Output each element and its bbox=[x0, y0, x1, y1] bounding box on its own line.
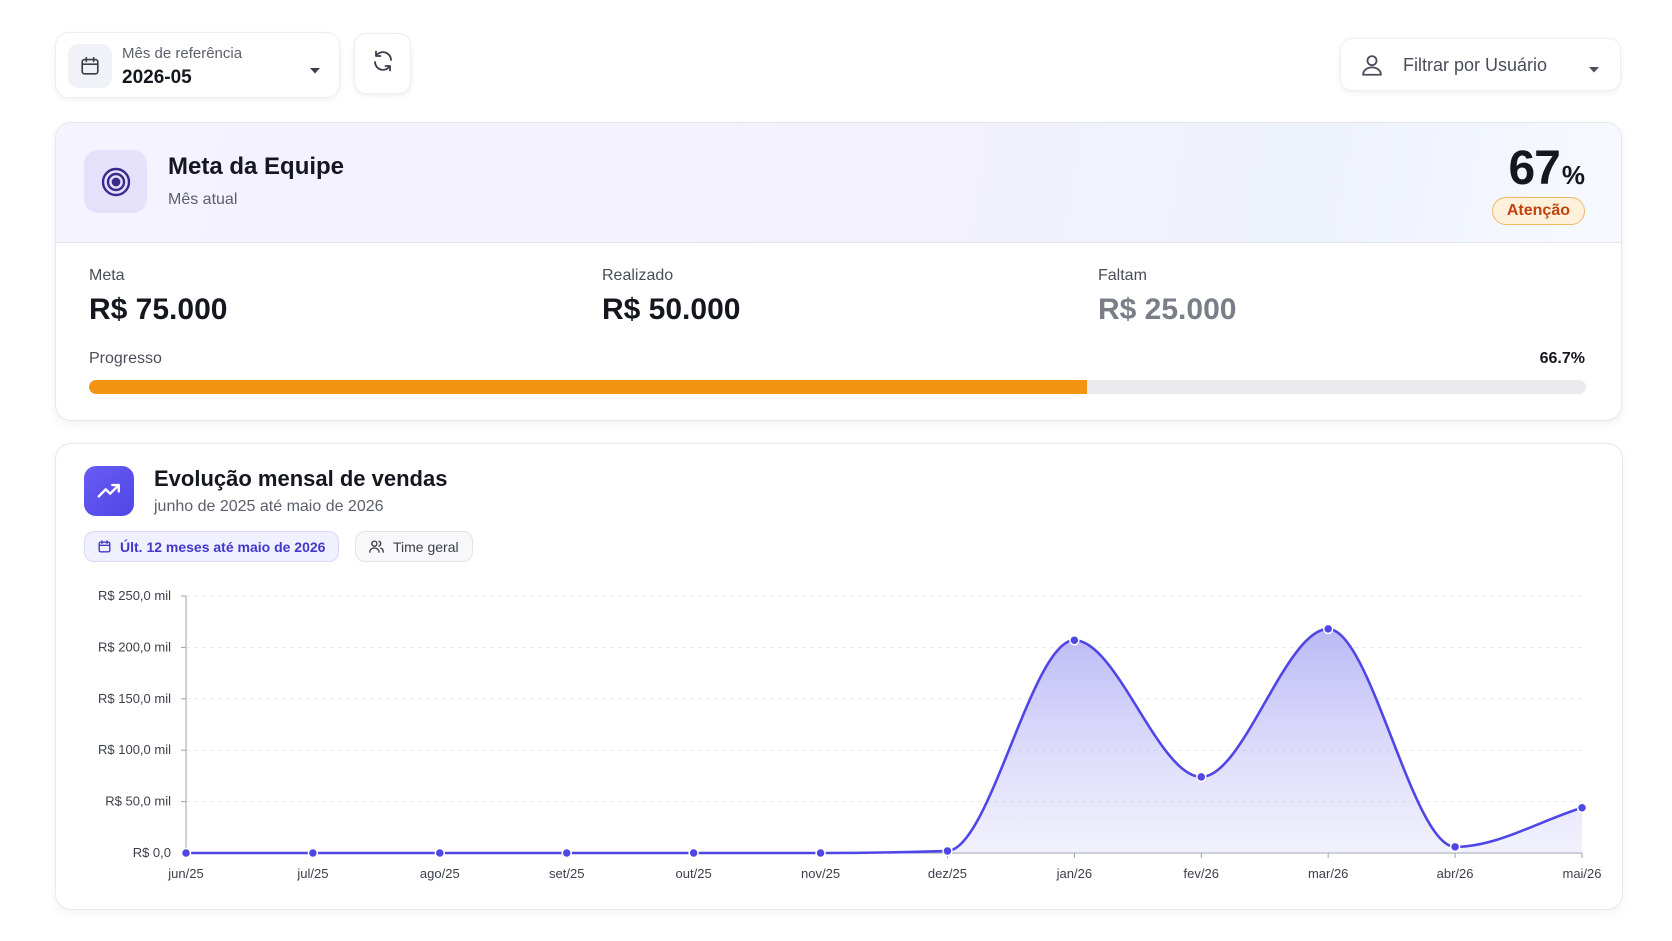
x-tick-label: ago/25 bbox=[420, 866, 460, 881]
data-point bbox=[1196, 771, 1207, 783]
stat-remaining-label: Faltam bbox=[1098, 267, 1147, 284]
stat-remaining-value: R$ 25.000 bbox=[1098, 293, 1237, 326]
calendar-icon bbox=[68, 44, 112, 88]
stat-goal-label: Meta bbox=[89, 267, 125, 284]
team-filter-chip[interactable]: Time geral bbox=[355, 531, 473, 562]
data-point bbox=[1322, 623, 1334, 635]
data-point bbox=[1069, 634, 1080, 646]
stat-goal-value: R$ 75.000 bbox=[89, 293, 228, 326]
x-tick-label: dez/25 bbox=[928, 866, 967, 881]
sales-area-chart: R$ 0,0 R$ 50,0 mil R$ 100,0 mil R$ 150,0 mi… bbox=[98, 588, 1602, 881]
goal-card-header: Meta da Equipe Mês atual 67% Atenção bbox=[56, 123, 1621, 243]
x-tick-label: mai/26 bbox=[1562, 866, 1601, 881]
x-tick-label: out/25 bbox=[676, 866, 712, 881]
chevron-down-icon bbox=[309, 62, 321, 80]
data-point bbox=[561, 847, 572, 859]
x-tick-label: jan/26 bbox=[1056, 866, 1092, 881]
period-chip-label: Últ. 12 meses até maio de 2026 bbox=[120, 538, 326, 555]
x-tick-label: mar/26 bbox=[1308, 866, 1348, 881]
y-tick-label: R$ 150,0 mil bbox=[98, 691, 171, 706]
stat-achieved-value: R$ 50.000 bbox=[602, 293, 741, 326]
goal-title: Meta da Equipe bbox=[168, 153, 345, 180]
y-tick-label: R$ 100,0 mil bbox=[98, 742, 171, 757]
sales-area-fill bbox=[186, 628, 1582, 853]
refresh-button[interactable] bbox=[354, 33, 411, 94]
period-filter-chip[interactable]: Últ. 12 meses até maio de 2026 bbox=[84, 531, 340, 562]
calendar-icon bbox=[97, 539, 112, 554]
y-tick-label: R$ 250,0 mil bbox=[98, 588, 171, 603]
progress-bar-fill bbox=[89, 380, 1088, 394]
x-tick-label: abr/26 bbox=[1437, 866, 1474, 881]
goal-subtitle: Mês atual bbox=[168, 191, 238, 208]
user-filter-label: Filtrar por Usuário bbox=[1403, 55, 1548, 75]
refresh-icon bbox=[371, 49, 395, 78]
chart-title: Evolução mensal de vendas bbox=[154, 466, 448, 491]
progress-label: Progresso bbox=[89, 350, 162, 367]
sales-evolution-card: Evolução mensal de vendas junho de 2025 … bbox=[55, 443, 1623, 910]
chevron-down-icon bbox=[1588, 61, 1600, 79]
users-icon bbox=[368, 538, 385, 555]
data-point bbox=[815, 847, 826, 859]
y-tick-label: R$ 50,0 mil bbox=[105, 794, 171, 809]
team-goal-card: Meta da Equipe Mês atual 67% Atenção Met… bbox=[55, 122, 1622, 421]
stat-achieved-label: Realizado bbox=[602, 267, 674, 284]
data-point bbox=[307, 847, 319, 859]
y-tick-label: R$ 200,0 mil bbox=[98, 639, 171, 654]
month-picker-value: 2026-05 bbox=[122, 67, 192, 88]
x-tick-label: fev/26 bbox=[1184, 866, 1219, 881]
goal-percent-value: 67 bbox=[1508, 142, 1560, 195]
month-picker-label: Mês de referência bbox=[122, 45, 243, 62]
data-point bbox=[1576, 802, 1588, 814]
target-icon bbox=[84, 150, 147, 213]
month-picker[interactable]: Mês de referência 2026-05 bbox=[55, 32, 340, 98]
progress-percent: 66.7% bbox=[1539, 350, 1585, 367]
goal-percent-symbol: % bbox=[1561, 160, 1585, 190]
goal-percent: 67% bbox=[1508, 141, 1585, 196]
x-tick-label: nov/25 bbox=[801, 866, 840, 881]
data-point bbox=[1449, 841, 1461, 853]
user-icon bbox=[1359, 52, 1385, 83]
data-point bbox=[434, 847, 446, 859]
chart-subtitle: junho de 2025 até maio de 2026 bbox=[154, 498, 384, 515]
x-tick-label: jun/25 bbox=[167, 866, 203, 881]
y-tick-label: R$ 0,0 bbox=[133, 845, 171, 860]
x-tick-label: set/25 bbox=[549, 866, 584, 881]
progress-bar bbox=[89, 380, 1586, 394]
data-point bbox=[942, 845, 953, 857]
status-badge: Atenção bbox=[1491, 197, 1585, 225]
x-tick-label: jul/25 bbox=[296, 866, 328, 881]
data-point bbox=[180, 847, 192, 859]
trending-up-icon bbox=[84, 466, 134, 516]
data-point bbox=[688, 847, 699, 859]
user-filter-select[interactable]: Filtrar por Usuário bbox=[1340, 38, 1621, 91]
team-chip-label: Time geral bbox=[393, 538, 459, 555]
